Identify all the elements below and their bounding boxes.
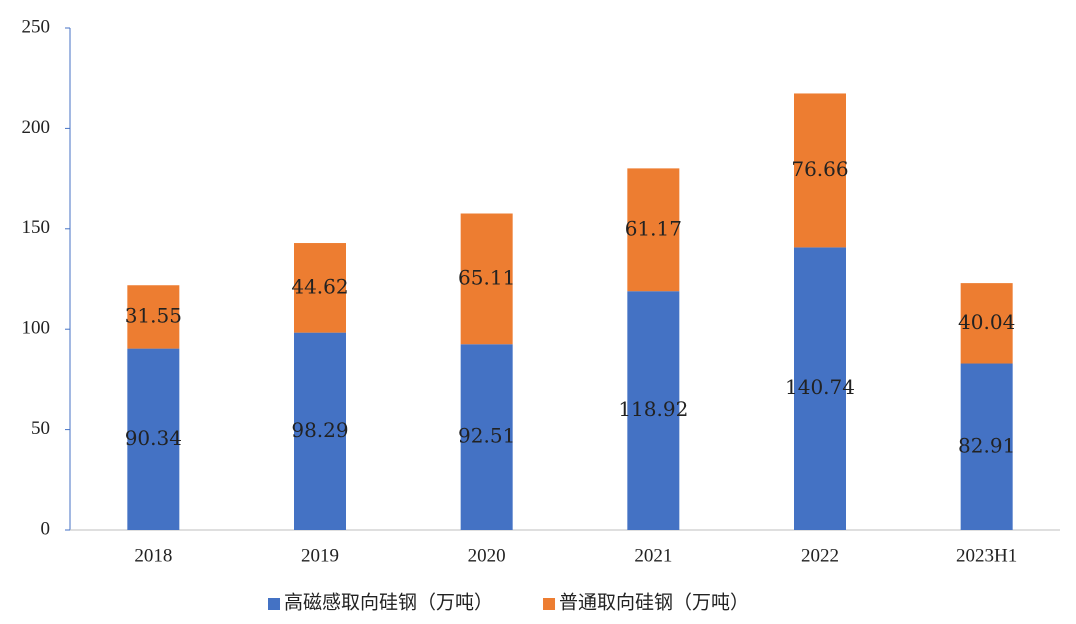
x-tick-label: 2023H1 bbox=[956, 545, 1017, 566]
data-label: 40.04 bbox=[958, 310, 1015, 334]
x-tick-label: 2022 bbox=[801, 545, 839, 566]
data-label: 44.62 bbox=[291, 274, 348, 298]
legend-label: 普通取向硅钢（万吨） bbox=[559, 591, 749, 613]
data-label: 98.29 bbox=[291, 418, 348, 442]
bar-segment bbox=[794, 247, 846, 530]
y-tick-label: 200 bbox=[22, 117, 51, 138]
y-tick-label: 100 bbox=[22, 318, 51, 339]
x-tick-label: 2019 bbox=[301, 545, 339, 566]
bar-segment bbox=[960, 363, 1013, 530]
data-label: 61.17 bbox=[625, 216, 682, 240]
data-label: 140.74 bbox=[785, 375, 855, 399]
bar-segment bbox=[127, 285, 180, 349]
bar-segment bbox=[294, 243, 346, 333]
x-tick-label: 2021 bbox=[634, 545, 672, 566]
y-tick-label: 150 bbox=[22, 217, 51, 238]
bar-segment bbox=[460, 213, 513, 345]
x-tick-label: 2020 bbox=[468, 545, 506, 566]
bar-segment bbox=[627, 168, 680, 292]
y-tick-label: 50 bbox=[31, 418, 50, 439]
data-label: 65.11 bbox=[458, 265, 515, 289]
y-tick-label: 250 bbox=[22, 16, 51, 37]
data-label: 76.66 bbox=[791, 157, 848, 181]
data-label: 92.51 bbox=[458, 424, 515, 448]
bar-segment bbox=[627, 291, 680, 530]
bar-segment bbox=[127, 348, 180, 530]
data-label: 31.55 bbox=[125, 303, 182, 327]
legend-label: 高磁感取向硅钢（万吨） bbox=[284, 591, 493, 613]
data-label: 90.34 bbox=[125, 426, 182, 450]
x-tick-label: 2018 bbox=[134, 545, 172, 566]
y-tick-label: 0 bbox=[41, 518, 51, 539]
data-label: 118.92 bbox=[618, 397, 688, 421]
bar-segment bbox=[794, 93, 846, 248]
legend-swatch bbox=[268, 598, 280, 610]
bar-segment bbox=[460, 344, 513, 530]
legend-swatch bbox=[543, 598, 556, 610]
bar-segment bbox=[294, 332, 346, 530]
data-label: 82.91 bbox=[958, 433, 1015, 457]
bar-segment bbox=[960, 283, 1013, 364]
